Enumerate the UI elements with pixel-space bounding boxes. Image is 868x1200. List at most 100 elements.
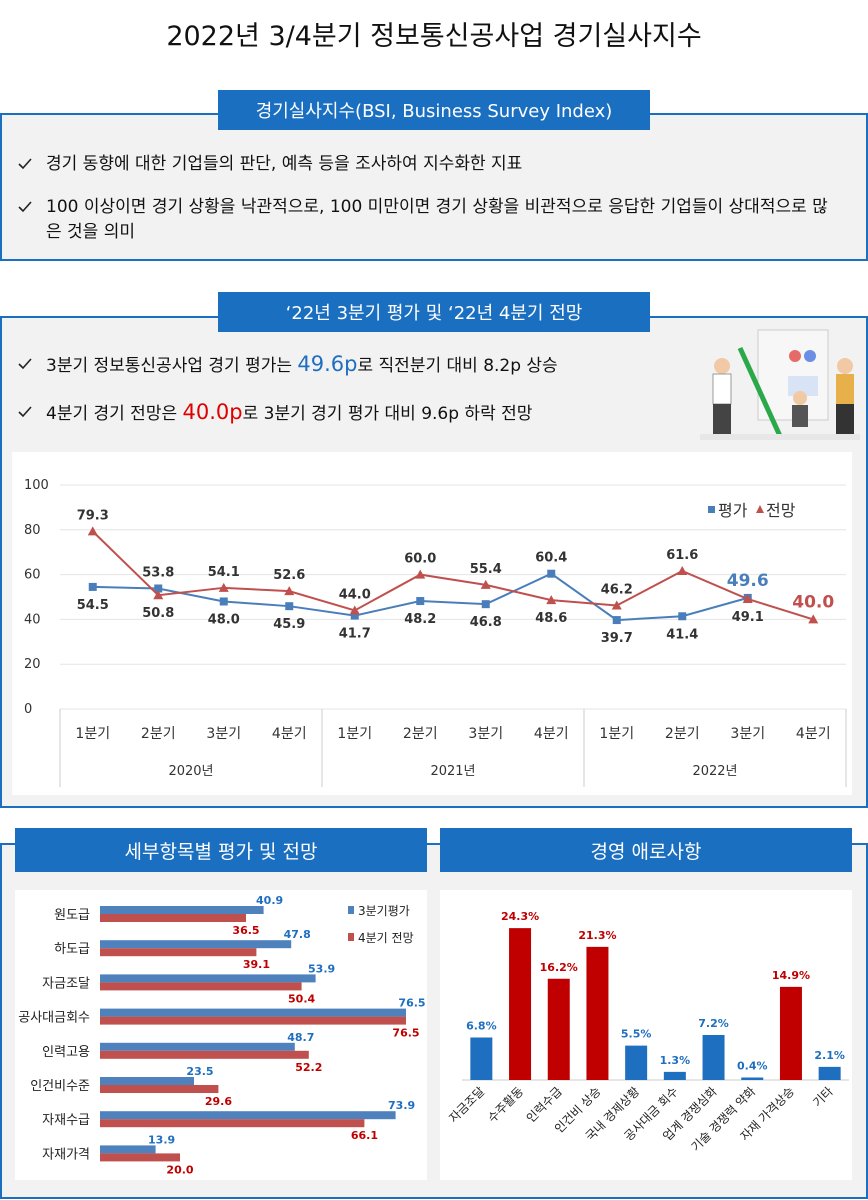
marker: [546, 595, 557, 605]
y-tick-label: 인력고용: [42, 1045, 90, 1060]
text: 로 3분기 경기 평가 대비 9.6p 하락 전망: [242, 404, 533, 424]
bar: [100, 914, 246, 922]
x-tick-label: 3분기: [730, 726, 765, 742]
data-label: 48.2: [404, 612, 436, 627]
marker: [415, 569, 426, 579]
data-label: 76.5: [392, 1027, 419, 1040]
x-tick-label: 기술 경쟁력 약화: [688, 1084, 759, 1155]
text: 4분기 경기 전망은: [46, 404, 183, 424]
marker: [677, 566, 688, 576]
series-line: [92, 530, 814, 621]
data-label: 21.3%: [578, 929, 616, 942]
data-label: 6.8%: [466, 1020, 497, 1033]
y-tick-label: 공사대금회수: [18, 1011, 90, 1026]
data-label: 53.8: [142, 565, 174, 580]
line-chart: 0 20 40 60 80 100 1분기 2분기 3분기 4분기 1분기 2분기 3분기 4분기 1분기 2…: [12, 452, 852, 795]
bullet: 경기 동향에 대한 기업들의 판단, 예측 등을 조사하여 지수화한 지표: [18, 152, 838, 177]
bar: [100, 940, 292, 949]
marker: [611, 600, 622, 610]
legend-label: 4분기 전망: [358, 931, 414, 945]
bar: [100, 1153, 180, 1162]
data-label: 7.2%: [698, 1017, 729, 1030]
bar: [100, 1119, 365, 1128]
bar: [547, 978, 570, 1080]
y-tick-label: 80: [24, 523, 41, 538]
check-icon: [18, 358, 32, 370]
data-label: 1.3%: [660, 1054, 691, 1067]
data-label: 50.4: [288, 992, 315, 1005]
check-icon: [18, 406, 32, 418]
x-tick-label: 자금조달: [446, 1084, 487, 1125]
x-tick-label: 수주활동: [485, 1084, 526, 1125]
marker: [153, 590, 164, 600]
data-label: 60.4: [535, 551, 567, 566]
data-label: 45.9: [273, 617, 305, 632]
data-label: 23.5: [186, 1065, 213, 1078]
y-tick-label: 인건비수준: [30, 1079, 90, 1094]
highlight: 40.0p: [182, 400, 243, 424]
bar: [100, 1145, 156, 1154]
x-tick-label: 2분기: [403, 726, 438, 742]
marker: [481, 600, 490, 609]
data-label: 48.6: [535, 611, 567, 626]
bar: [100, 1016, 406, 1025]
bullet: 4분기 경기 전망은 40.0p로 3분기 경기 평가 대비 9.6p 하락 전…: [18, 400, 838, 427]
y-tick-label: 0: [24, 702, 32, 717]
data-label: 66.1: [351, 1129, 378, 1142]
x-tick-label: 4분기: [796, 726, 831, 742]
bar: [702, 1035, 725, 1080]
data-label: 40.0: [792, 592, 834, 612]
bar: [100, 1008, 406, 1017]
data-label: 20.0: [166, 1163, 193, 1176]
data-label: 48.0: [208, 612, 240, 627]
bullet-text: 3분기 정보통신공사업 경기 평가는 49.6p로 직전분기 대비 8.2p 상…: [46, 352, 558, 379]
x-tick-label: 2분기: [665, 726, 700, 742]
marker: [678, 612, 687, 621]
bar: [100, 906, 264, 914]
bar: [100, 1085, 219, 1093]
y-tick-label: 60: [24, 568, 41, 583]
y-tick-label: 20: [24, 657, 41, 672]
data-label: 53.9: [308, 962, 335, 975]
data-label: 41.7: [339, 627, 371, 642]
hbar-chart: 원도급 40.9 36.5 하도급 47.8 39.1 자금조달 53.9 50.4 공사대금회수…: [15, 890, 427, 1180]
data-label: 41.4: [666, 627, 698, 642]
legend-marker: [708, 506, 715, 513]
text: 로 직전분기 대비 8.2p 상승: [357, 356, 558, 376]
data-label: 16.2%: [540, 961, 578, 974]
data-label: 36.5: [232, 924, 259, 937]
y-tick-label: 100: [24, 478, 49, 493]
y-tick-label: 하도급: [54, 942, 90, 957]
data-label: 52.6: [273, 568, 305, 583]
bar: [100, 948, 257, 957]
marker: [416, 597, 425, 606]
illustration: [700, 329, 860, 440]
data-label: 39.7: [601, 631, 633, 646]
marker: [547, 569, 556, 578]
x-group-label: 2020년: [168, 764, 213, 779]
text: 3분기 정보통신공사업 경기 평가는: [46, 356, 298, 376]
data-label: 44.0: [339, 587, 371, 602]
data-label: 29.6: [205, 1095, 232, 1108]
x-group-label: 2021년: [430, 764, 475, 779]
bullet-text: 100 이상이면 경기 상황을 낙관적으로, 100 미만이면 경기 상황을 비…: [46, 197, 828, 242]
bar: [663, 1071, 686, 1080]
data-label: 76.5: [398, 997, 425, 1010]
data-label: 60.0: [404, 552, 436, 567]
x-tick-label: 4분기: [272, 726, 307, 742]
x-group-label: 2022년: [692, 764, 737, 779]
data-label: 39.1: [243, 958, 270, 971]
bullet: 3분기 정보통신공사업 경기 평가는 49.6p로 직전분기 대비 8.2p 상…: [18, 352, 838, 379]
data-label: 0.4%: [737, 1060, 768, 1073]
data-label: 52.2: [295, 1061, 322, 1074]
data-label: 40.9: [256, 894, 283, 907]
x-tick-label: 2분기: [141, 726, 176, 742]
y-tick-label: 원도급: [54, 908, 90, 923]
marker: [284, 586, 295, 596]
data-label: 50.8: [142, 606, 174, 621]
marker: [808, 614, 819, 624]
check-icon: [18, 201, 32, 213]
section-header: 경기실사지수(BSI, Business Survey Index): [218, 90, 650, 130]
section-header: 세부항목별 평가 및 전망: [15, 828, 427, 872]
